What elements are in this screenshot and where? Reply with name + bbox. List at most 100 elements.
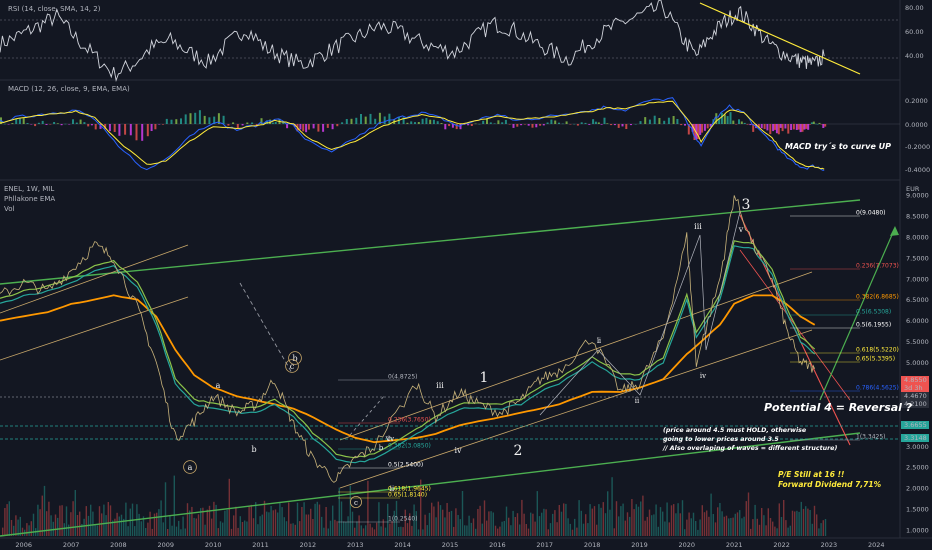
volume-bar (521, 499, 523, 536)
volume-bar (822, 520, 824, 536)
macd-hist-bar (701, 124, 704, 133)
volume-bar (283, 517, 285, 536)
volume-bar (208, 505, 211, 536)
volume-bar (129, 508, 131, 536)
price-panel: ENEL, 1W, MIL Phllakone EMA Vol EUR 9.00… (0, 185, 929, 537)
volume-bar (772, 521, 774, 536)
volume-bar (736, 512, 739, 536)
volume-bar (358, 515, 360, 536)
macd-hist-bar (7, 124, 10, 125)
macd-hist-bar (22, 118, 25, 124)
macd-hist-bar (597, 122, 600, 124)
volume-bar (120, 514, 123, 536)
volume-bar (173, 475, 175, 536)
volume-bar (523, 513, 525, 536)
volume-bar (604, 513, 607, 536)
volume-bar (483, 500, 486, 536)
macd-hist-bar (512, 124, 515, 128)
wave-label-ring (288, 351, 302, 365)
volume-bar (439, 505, 442, 536)
volume-bar (472, 518, 475, 536)
volume-bar (61, 505, 63, 536)
volume-bar (380, 526, 382, 536)
volume-bar (384, 527, 387, 536)
macd-hist-bar (49, 124, 52, 125)
volume-bar (424, 514, 426, 536)
macd-hist-bar (355, 117, 358, 124)
volume-bar (50, 515, 52, 536)
macd-hist-bar (414, 122, 416, 124)
volume-bar (259, 516, 261, 536)
time-axis-label: 2012 (300, 541, 317, 549)
dashed-wave-link (239, 282, 293, 374)
macd-hist-bar (165, 118, 168, 124)
macd-hist-bar (194, 112, 197, 124)
volume-bar (576, 527, 578, 536)
macd-hist-bar (535, 124, 538, 128)
macd-hist-bar (644, 117, 647, 124)
macd-hist-bar (542, 124, 545, 126)
hold-note-line-1: (price around 4.5 must HOLD, otherwise (663, 426, 807, 434)
volume-bar (224, 510, 226, 536)
macd-hist-bar (99, 124, 102, 129)
time-axis-label: 2015 (442, 541, 459, 549)
volume-bar (734, 513, 736, 536)
volume-bar (43, 485, 46, 536)
fib-level-label: 0.236(3.7650) (388, 417, 431, 424)
volume-bar (508, 517, 510, 536)
volume-bar (215, 504, 217, 536)
macd-hist-bar (154, 124, 157, 130)
macd-hist-bar (672, 116, 675, 124)
macd-hist-bar (561, 123, 564, 125)
volume-bar (642, 495, 644, 536)
volume-bar (30, 521, 32, 536)
volume-bar (732, 517, 734, 536)
volume-bar (296, 502, 299, 536)
macd-hist-bar (539, 124, 542, 126)
volume-bar (145, 528, 147, 536)
volume-bar (796, 510, 798, 536)
potential-reversal-note: Potential 4 = Reversal ? (764, 401, 913, 414)
wave-label: iv (700, 372, 706, 380)
volume-bar (378, 502, 380, 536)
wave-label: v (738, 225, 744, 234)
macd-hist-bar (801, 124, 804, 132)
volume-bar (417, 529, 420, 536)
wave-label: iv (388, 435, 394, 443)
volume-bar (747, 492, 750, 536)
volume-bar (552, 513, 554, 536)
volume-bar (558, 505, 560, 536)
volume-bar (26, 523, 28, 536)
macd-hist-bar (752, 124, 755, 132)
macd-hist-bar (576, 124, 579, 126)
volume-bar (543, 508, 545, 536)
volume-bar (490, 511, 492, 536)
volume-bar (101, 513, 103, 536)
macd-hist-bar (703, 124, 706, 131)
macd-hist-bar (455, 124, 458, 130)
volume-bar (723, 516, 725, 536)
volume-bar (754, 504, 756, 536)
macd-hist-bar (653, 115, 656, 124)
macd-hist-bar (317, 124, 320, 132)
macd-hist-bar (448, 124, 451, 127)
macd-panel: MACD (12, 26, close, 9, EMA, EMA) 0.2000… (0, 85, 930, 174)
macd-hist-bar (787, 124, 790, 134)
volume-bar (147, 522, 149, 536)
volume-bar (739, 510, 741, 536)
price-currency: EUR (906, 185, 920, 193)
hold-note-line-2: going to lower prices around 3.5 (663, 435, 779, 443)
volume-bar (492, 512, 494, 536)
macd-tick-3: -0.4000 (905, 166, 930, 174)
volume-bar (13, 525, 15, 536)
price-tick-label: 8.5000 (906, 212, 929, 220)
macd-hist-bar (718, 118, 721, 124)
volume-bar (103, 504, 105, 536)
time-axis-label: 2020 (679, 541, 696, 549)
macd-hist-bar (432, 119, 435, 124)
macd-hist-bar (425, 118, 428, 124)
macd-hist-bar (459, 124, 462, 130)
fib-level-label: 0.382(3.0850) (388, 443, 431, 450)
volume-bar (19, 516, 21, 536)
wave-label: c (354, 499, 358, 507)
